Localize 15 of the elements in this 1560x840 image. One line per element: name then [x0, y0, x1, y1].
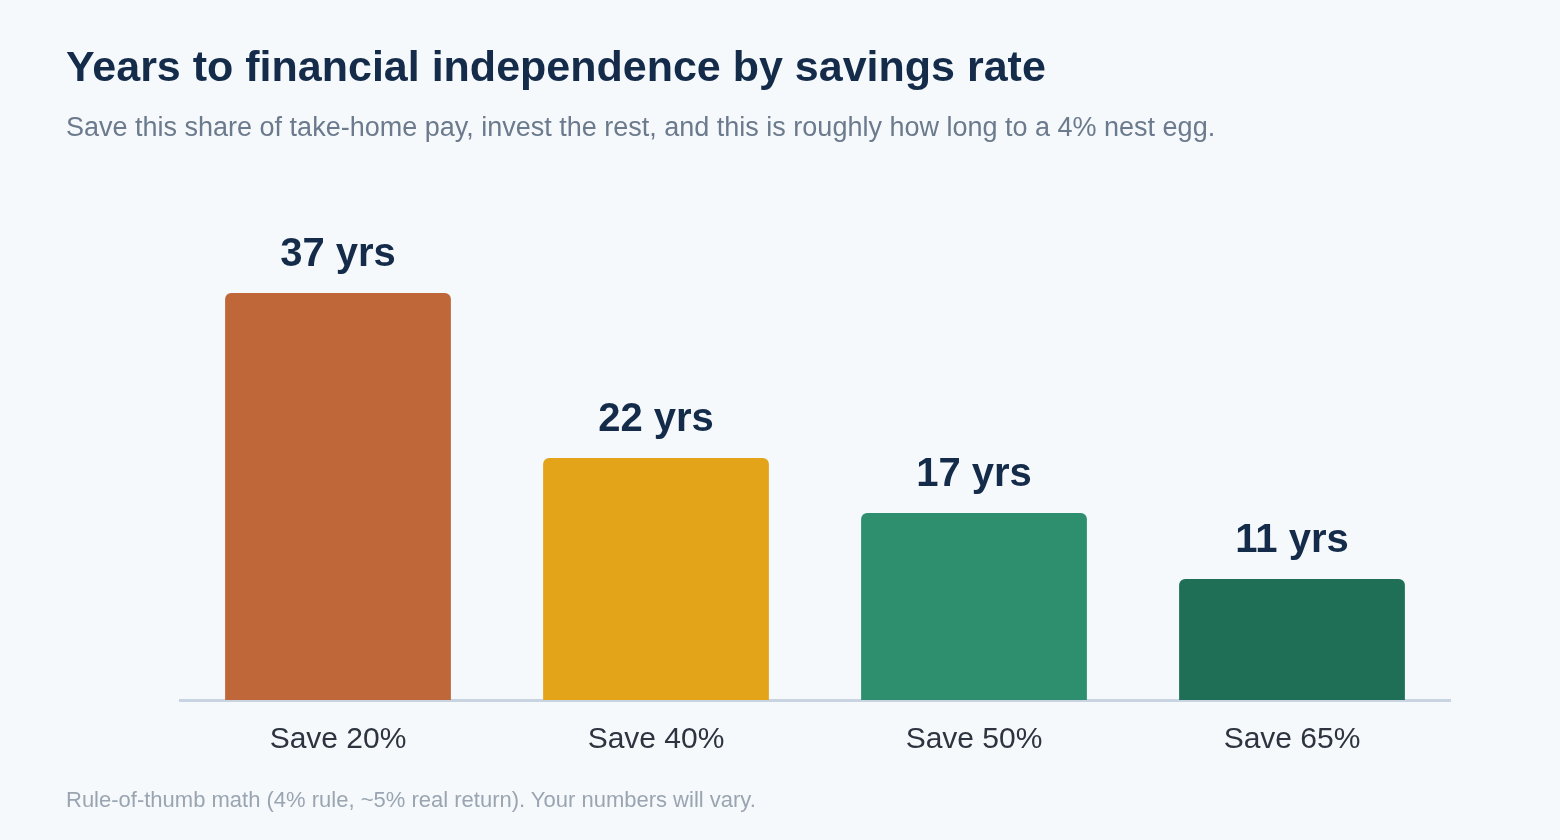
text: Rule-of-thumb math (4% rule, ~5% real return). Your numbers will vary. — [66, 787, 756, 813]
x-tick-label: Save 65% — [1223, 721, 1361, 755]
x-tick-label: Save 40% — [587, 721, 725, 755]
chart-title: Years to financial independence by savings rate — [66, 42, 1046, 91]
chart-subtitle: Save this share of take-home pay, invest the rest, and this is roughly how long to a 4% nest egg. — [66, 112, 1216, 143]
data-label: 37 yrs — [280, 230, 396, 275]
bar — [861, 513, 1087, 700]
data-label: 22 yrs — [598, 395, 714, 440]
x-tick-label: Save 20% — [269, 721, 407, 755]
bar — [1179, 579, 1405, 700]
bar — [543, 458, 769, 700]
data-label: 11 yrs — [1235, 516, 1349, 561]
x-tick-label: Save 50% — [905, 721, 1043, 755]
bar — [225, 293, 451, 700]
data-label: 17 yrs — [916, 450, 1032, 495]
